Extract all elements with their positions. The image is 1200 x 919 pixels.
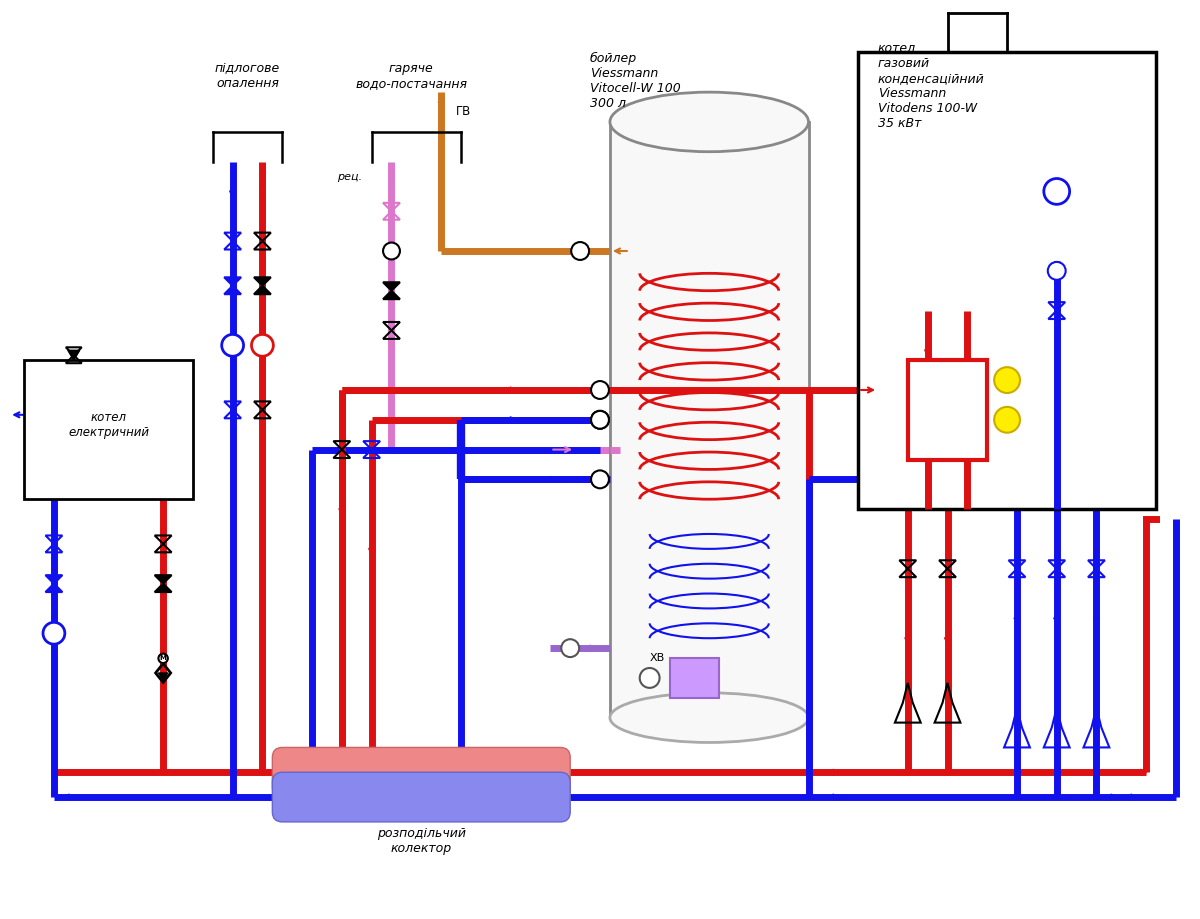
Ellipse shape — [610, 92, 809, 152]
Circle shape — [571, 242, 589, 260]
Circle shape — [43, 622, 65, 644]
Circle shape — [994, 407, 1020, 433]
Circle shape — [252, 335, 274, 357]
Polygon shape — [155, 584, 172, 592]
Bar — [24, 360, 193, 499]
Polygon shape — [383, 282, 400, 290]
Bar — [670, 658, 719, 698]
Circle shape — [1044, 178, 1069, 204]
Text: гаряче
водо-постачання: гаряче водо-постачання — [355, 62, 467, 90]
Polygon shape — [254, 286, 271, 294]
Polygon shape — [46, 584, 62, 592]
Circle shape — [158, 653, 168, 664]
Text: ГВ: ГВ — [456, 106, 472, 119]
Polygon shape — [46, 575, 62, 584]
Circle shape — [640, 668, 660, 687]
Circle shape — [592, 411, 608, 429]
Text: M: M — [160, 655, 167, 662]
Circle shape — [222, 335, 244, 357]
Circle shape — [1048, 262, 1066, 279]
Polygon shape — [224, 278, 241, 286]
Circle shape — [592, 411, 608, 429]
Circle shape — [592, 381, 608, 399]
Polygon shape — [158, 673, 168, 679]
Bar — [610, 122, 809, 718]
Circle shape — [592, 471, 608, 488]
Circle shape — [994, 368, 1020, 393]
Circle shape — [383, 243, 400, 259]
Ellipse shape — [610, 693, 809, 743]
Polygon shape — [155, 575, 172, 584]
Text: рец.: рец. — [336, 172, 361, 182]
FancyBboxPatch shape — [272, 747, 570, 797]
Polygon shape — [254, 278, 271, 286]
Polygon shape — [383, 290, 400, 300]
Text: котел
газовий
конденсаційний
Viessmann
Vitodens 100-W
35 кВт: котел газовий конденсаційний Viessmann V… — [878, 42, 985, 130]
Text: котел
електричний: котел електричний — [68, 411, 149, 438]
Circle shape — [562, 640, 580, 657]
Bar — [858, 52, 1156, 509]
Bar — [907, 360, 988, 460]
Text: розподільчий
колектор: розподільчий колектор — [377, 827, 466, 855]
Polygon shape — [224, 286, 241, 294]
FancyBboxPatch shape — [272, 772, 570, 822]
Polygon shape — [68, 350, 79, 360]
Text: бойлер
Viessmann
Vitocell-W 100
300 л: бойлер Viessmann Vitocell-W 100 300 л — [590, 52, 680, 110]
Text: підлогове
опалення: підлогове опалення — [215, 62, 280, 90]
Text: ХВ: ХВ — [649, 653, 665, 664]
